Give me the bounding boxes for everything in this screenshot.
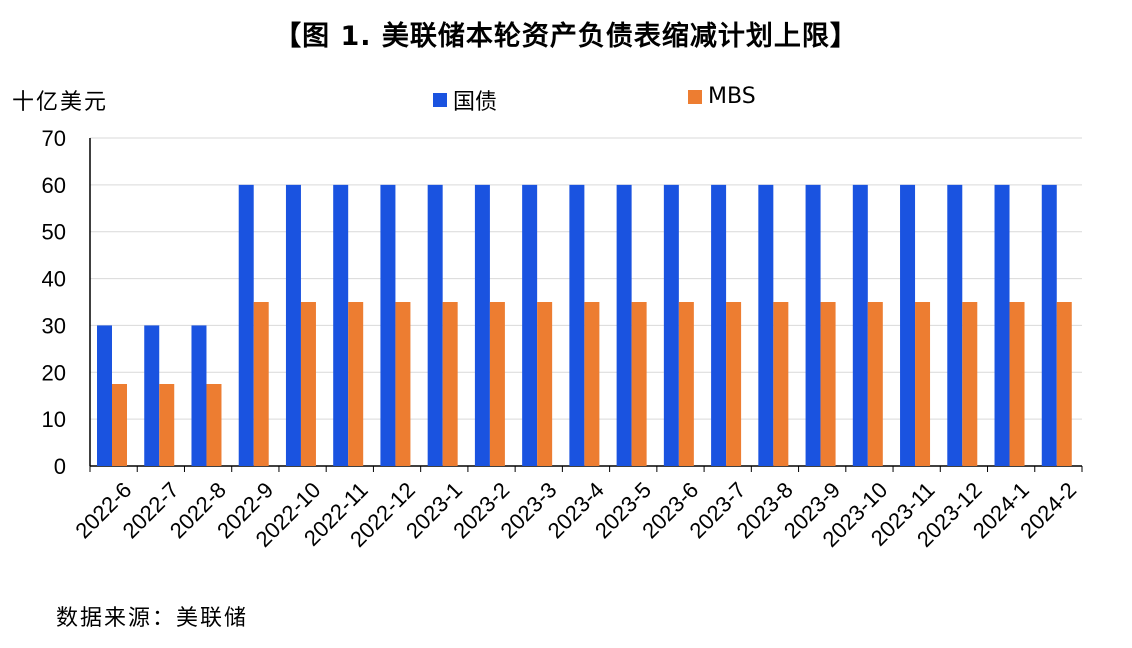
bar-treasury [97, 325, 112, 466]
y-tick-label: 10 [42, 407, 66, 432]
bar-mbs [442, 302, 458, 466]
y-tick-label: 40 [42, 267, 66, 292]
y-tick-label: 50 [42, 220, 66, 245]
bar-mbs [678, 302, 694, 466]
bar-treasury [238, 184, 254, 466]
y-tick-label: 70 [42, 126, 66, 151]
bar-treasury [616, 184, 632, 466]
bar-treasury [191, 325, 207, 466]
bar-mbs [631, 302, 647, 466]
legend-label-treasury: 国债 [453, 90, 498, 115]
bar-mbs [915, 302, 931, 466]
bar-treasury [333, 184, 349, 466]
bar-mbs [206, 384, 222, 466]
bar-chart: 0102030405060702022-62022-72022-82022-92… [42, 126, 1083, 552]
bar-mbs [1009, 302, 1025, 466]
bar-mbs [867, 302, 883, 466]
legend-swatch-treasury [433, 93, 447, 107]
bar-treasury [663, 184, 679, 466]
bar-mbs [820, 302, 836, 466]
bar-treasury [947, 184, 963, 466]
bar-mbs [348, 302, 364, 466]
bar-treasury [994, 184, 1010, 466]
bar-mbs [1056, 302, 1072, 466]
bar-treasury [427, 184, 443, 466]
bar-mbs [253, 302, 269, 466]
legend-item-treasury: 国债 [433, 84, 497, 116]
bar-treasury [144, 325, 160, 466]
bar-mbs [395, 302, 411, 466]
bar-mbs [962, 302, 978, 466]
bar-mbs [726, 302, 742, 466]
bar-treasury [285, 184, 301, 466]
y-tick-label: 20 [42, 360, 66, 385]
bar-treasury [474, 184, 490, 466]
bar-mbs [584, 302, 600, 466]
bar-treasury [522, 184, 538, 466]
bar-treasury [805, 184, 821, 466]
bar-treasury [900, 184, 916, 466]
y-axis-unit-label: 十亿美元 [12, 90, 109, 115]
bar-treasury [711, 184, 727, 466]
legend-swatch-mbs [688, 89, 702, 104]
bar-mbs [489, 302, 505, 466]
bar-mbs [112, 384, 127, 466]
bar-treasury [852, 184, 868, 466]
bar-treasury [380, 184, 396, 466]
bar-treasury [758, 184, 774, 466]
y-tick-label: 0 [54, 454, 66, 479]
y-tick-label: 30 [42, 313, 66, 338]
legend-item-mbs: MBS [688, 84, 756, 109]
bar-treasury [569, 184, 585, 466]
bar-mbs [773, 302, 789, 466]
bar-mbs [300, 302, 316, 466]
chart-title: 【图 1. 美联储本轮资产负债表缩减计划上限】 [274, 21, 858, 52]
legend-label-mbs: MBS [708, 84, 756, 109]
bar-mbs [159, 384, 175, 466]
bar-mbs [537, 302, 553, 466]
y-tick-label: 60 [42, 173, 66, 198]
bar-treasury [1041, 184, 1057, 466]
source-note: 数据来源：美联储 [56, 606, 249, 631]
